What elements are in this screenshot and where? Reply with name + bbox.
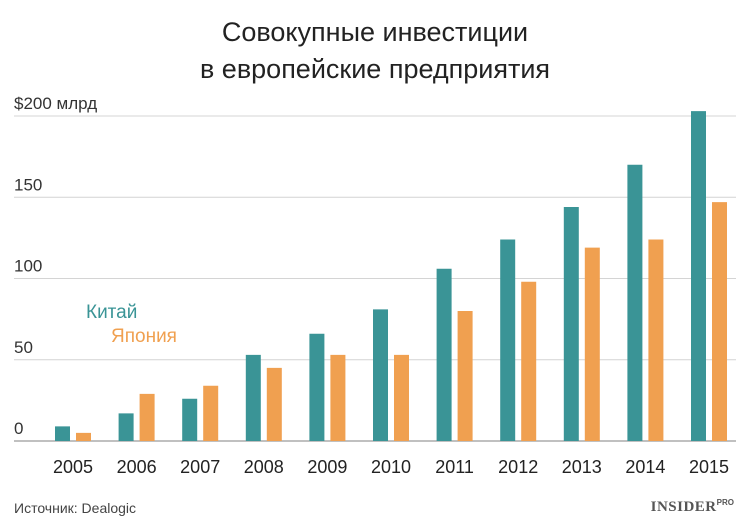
brand-name: INSIDER xyxy=(650,499,717,515)
bar-japan-2010 xyxy=(394,354,409,441)
bar-japan-2009 xyxy=(330,354,346,441)
x-tick-label: 2009 xyxy=(307,457,347,477)
bar-china-2006 xyxy=(118,413,134,441)
brand-logo: INSIDERPRO xyxy=(651,498,734,516)
bar-china-2013 xyxy=(563,207,579,441)
x-tick-label: 2013 xyxy=(562,457,602,477)
x-tick-label: 2008 xyxy=(244,457,284,477)
bar-japan-2008 xyxy=(266,367,282,441)
bar-japan-2011 xyxy=(457,311,473,441)
bar-china-2012 xyxy=(500,239,516,441)
legend-china: Китай xyxy=(86,302,137,323)
source-note: Источник: Dealogic xyxy=(14,500,137,516)
bar-china-2011 xyxy=(436,268,452,441)
y-tick-label: $200 млрд xyxy=(14,94,97,113)
x-tick-label: 2005 xyxy=(53,457,93,477)
y-tick-label: 50 xyxy=(14,338,33,357)
x-tick-label: 2014 xyxy=(625,457,665,477)
bar-china-2005 xyxy=(55,426,70,441)
bars xyxy=(55,111,727,441)
bar-japan-2006 xyxy=(139,393,155,441)
chart-title-line-1: Совокупные инвестиции xyxy=(221,17,529,47)
x-tick-label: 2012 xyxy=(498,457,538,477)
bar-japan-2012 xyxy=(521,281,537,441)
brand-sup: PRO xyxy=(716,498,734,507)
y-tick-label: 150 xyxy=(14,175,42,194)
bar-china-2007 xyxy=(182,398,198,441)
legend-japan: Япония xyxy=(111,326,177,347)
bar-china-2014 xyxy=(627,164,643,441)
chart-title: Совокупные инвестиции в европейские пред… xyxy=(0,14,750,88)
x-tick-label: 2015 xyxy=(689,457,729,477)
bar-japan-2007 xyxy=(203,385,219,441)
bar-japan-2015 xyxy=(712,202,727,441)
bar-china-2008 xyxy=(245,354,261,441)
x-tick-label: 2010 xyxy=(371,457,411,477)
bar-china-2010 xyxy=(373,309,388,441)
y-tick-label: 0 xyxy=(14,419,23,438)
x-tick-label: 2011 xyxy=(435,457,474,477)
x-tick-label: 2007 xyxy=(180,457,220,477)
axis-labels: 0 50 100 150 $200 млрд 2005 2006 2007 2008 2009 20… xyxy=(14,94,729,477)
bar-china-2009 xyxy=(309,333,325,441)
chart-title-line-2: в европейские предприятия xyxy=(199,54,551,84)
bar-japan-2013 xyxy=(584,247,600,441)
bar-japan-2005 xyxy=(76,432,91,441)
x-tick-label: 2006 xyxy=(117,457,157,477)
bar-china-2015 xyxy=(691,111,706,441)
y-tick-label: 100 xyxy=(14,257,42,276)
bar-japan-2014 xyxy=(648,239,664,441)
legend: Китай Япония xyxy=(86,302,177,347)
